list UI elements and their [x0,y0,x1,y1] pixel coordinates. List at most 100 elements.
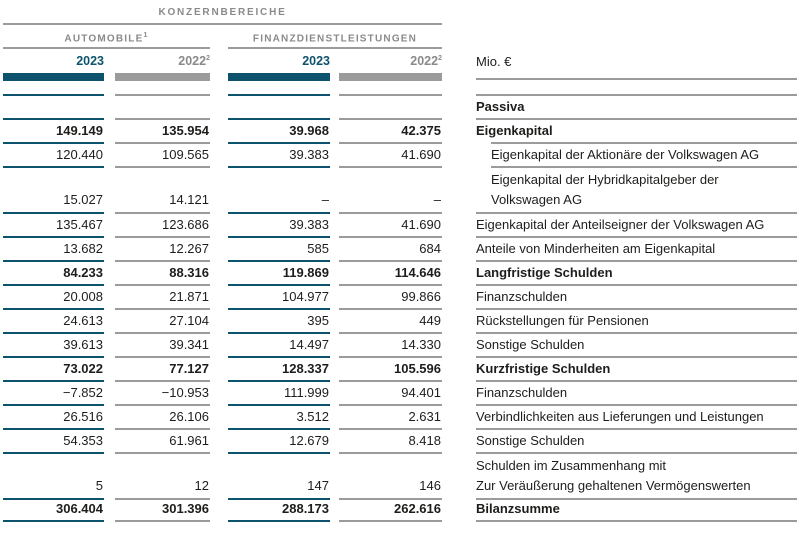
table-row: 24.613 27.104 395 449 Rückstellungen für Pen… [3,308,797,332]
value-cell: 146 [339,452,442,498]
row-label: Kurzfristige Schulden [476,356,797,380]
table-row: 26.516 26.106 3.512 2.631 Verbindlichkeiten … [3,404,797,428]
table-row [3,81,797,94]
row-label: Langfristige Schulden [476,260,797,284]
row-label: Eigenkapital [476,118,797,142]
year-header-finanz-2023: 2023 [302,54,330,68]
table-row: 149.149 135.954 39.968 42.375 Eigenkapital [3,118,797,142]
value-cell [339,94,442,118]
segment-balance-sheet: KONZERNBEREICHE AUTOMOBILE1 FINANZDIENST… [3,7,798,527]
value-cell: 12.267 [115,236,210,260]
value-cell: 288.173 [228,498,330,522]
value-cell: 21.871 [115,284,210,308]
value-cell: 14.330 [339,332,442,356]
value-cell: 585 [228,236,330,260]
value-cell: 128.337 [228,356,330,380]
table-row: 5 12 147 146 Schulden im Zusammenhang mit Zur… [3,452,797,498]
row-label: Sonstige Schulden [476,332,797,356]
value-cell: 262.616 [339,498,442,522]
value-cell: 77.127 [115,356,210,380]
value-cell: 15.027 [3,166,104,212]
row-label: Finanzschulden [476,380,797,404]
table-row: 15.027 14.121– – Eigenkapital der Hybridkap… [3,166,797,212]
segment-header-finanzdienstleistungen: FINANZDIENSTLEISTUNGEN [228,32,442,44]
value-cell: −7.852 [3,380,104,404]
value-cell: 135.954 [115,118,210,142]
value-cell: 84.233 [3,260,104,284]
year-header-automobile-2022: 20222 [178,54,210,68]
year-header-automobile-2023: 2023 [76,54,104,68]
value-cell: 306.404 [3,498,104,522]
value-cell: 39.968 [228,118,330,142]
value-cell: 12.679 [228,428,330,452]
value-cell: 111.999 [228,380,330,404]
value-cell: 2.631 [339,404,442,428]
value-cell: 54.353 [3,428,104,452]
row-label [476,81,797,94]
column-bar-automobile-2022 [115,73,210,81]
row-label: Rückstellungen für Pensionen [476,308,797,332]
value-cell [339,81,442,94]
table-row: 135.467 123.686 39.383 41.690 Eigenkapital d… [3,212,797,236]
value-cell: 39.383 [228,142,330,166]
value-cell: 109.565 [115,142,210,166]
row-label: Bilanzsumme [476,498,797,522]
table-body: Passiva 149.149 135.954 39.968 42.375 Eigenka… [3,81,797,522]
value-cell: 39.613 [3,332,104,356]
value-cell: 39.341 [115,332,210,356]
value-cell: 13.682 [3,236,104,260]
table-row: 39.613 39.341 14.497 14.330 Sonstige Schulde… [3,332,797,356]
value-cell: – [228,166,330,212]
value-cell: 395 [228,308,330,332]
value-cell [3,81,104,94]
table-row: 20.008 21.871 104.977 99.866 Finanzschulden [3,284,797,308]
value-cell: 449 [339,308,442,332]
unit-label: Mio. € [476,54,512,69]
value-cell: 99.866 [339,284,442,308]
value-cell [228,81,330,94]
value-cell: 684 [339,236,442,260]
unit-label-divider [476,78,797,80]
table-row: 306.404 301.396 288.173 262.616 Bilanzsumme [3,498,797,522]
value-cell: 119.869 [228,260,330,284]
value-cell: −10.953 [115,380,210,404]
group-title-divider [3,23,442,25]
footnote-marker: 2 [206,54,210,62]
value-cell: 5 [3,452,104,498]
value-cell: 12 [115,452,210,498]
column-bar-finanz-2023 [228,73,330,81]
value-cell [115,94,210,118]
value-cell: 61.961 [115,428,210,452]
value-cell: 123.686 [115,212,210,236]
row-label: Anteile von Minderheiten am Eigenkapital [476,236,797,260]
year-header-finanz-2022: 20222 [410,54,442,68]
value-cell: 26.516 [3,404,104,428]
row-label: Sonstige Schulden [476,428,797,452]
row-label: Passiva [476,94,797,118]
segment-divider-automobile [3,47,210,49]
row-label: Eigenkapital der Anteilseigner der Volks… [476,212,797,236]
value-cell: 105.596 [339,356,442,380]
value-cell: 41.690 [339,142,442,166]
value-cell: 26.106 [115,404,210,428]
column-bar-finanz-2022 [339,73,442,81]
row-label: Eigenkapital der Aktionäre der Volkswage… [491,142,797,166]
value-cell: 147 [228,452,330,498]
table-row: 73.022 77.127 128.337 105.596 Kurzfristige S… [3,356,797,380]
group-title: KONZERNBEREICHE [3,7,442,18]
value-cell: 88.316 [115,260,210,284]
value-cell: 149.149 [3,118,104,142]
value-cell: 42.375 [339,118,442,142]
value-cell: 135.467 [3,212,104,236]
footnote-marker: 2 [438,54,442,62]
table-row: 84.233 88.316 119.869 114.646 Langfristige S… [3,260,797,284]
value-cell: 39.383 [228,212,330,236]
value-cell: 27.104 [115,308,210,332]
group-title-label: KONZERNBEREICHE [158,7,287,18]
value-cell: – [339,166,442,212]
value-cell: 104.977 [228,284,330,308]
value-cell: 301.396 [115,498,210,522]
table-row: 120.440 109.565 39.383 41.690 Eigenkapital d… [3,142,797,166]
value-cell: 114.646 [339,260,442,284]
value-cell [228,94,330,118]
